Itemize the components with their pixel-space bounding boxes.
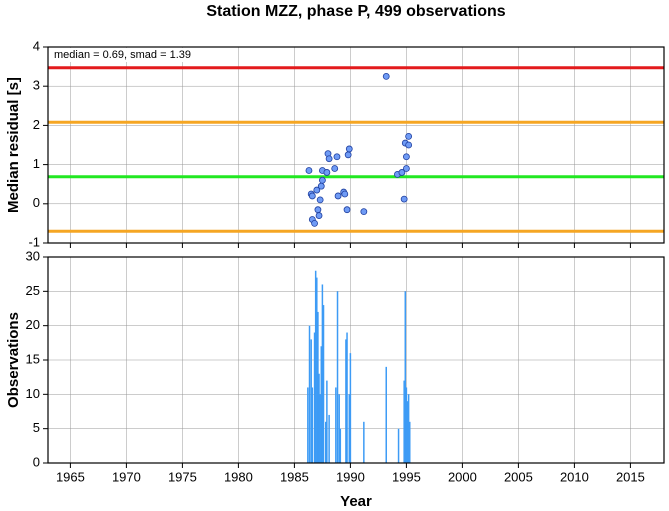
- x-tick-label: 1995: [392, 469, 421, 484]
- bar: [308, 325, 311, 463]
- bar: [409, 421, 411, 463]
- bar: [407, 394, 410, 463]
- bar: [316, 277, 318, 463]
- point: [405, 132, 413, 140]
- bar: [311, 387, 314, 463]
- point: [323, 169, 331, 176]
- bar: [406, 401, 409, 463]
- point: [334, 192, 342, 200]
- point: [402, 165, 410, 172]
- bar: [321, 284, 324, 463]
- bar: [338, 394, 340, 463]
- point: [400, 195, 408, 203]
- point: [333, 153, 341, 161]
- point: [405, 141, 413, 149]
- x-tick-label: 1975: [168, 469, 197, 484]
- y-tick-label: 25: [26, 283, 40, 298]
- point: [315, 212, 323, 219]
- x-tick-label: 1980: [224, 469, 253, 484]
- point: [402, 153, 410, 161]
- y-tick-label: 0: [33, 195, 40, 210]
- x-axis-label: Year: [340, 493, 372, 510]
- y-axis-label: Observations: [5, 312, 22, 408]
- point: [316, 196, 324, 204]
- annotation: median = 0.69, smad = 1.39: [54, 49, 191, 61]
- bar: [318, 373, 320, 463]
- point: [344, 151, 352, 159]
- x-tick-label: 1970: [112, 469, 141, 484]
- point: [317, 182, 325, 190]
- bar: [320, 346, 323, 463]
- plot-frame: [47, 46, 665, 244]
- x-tick-label: 2005: [504, 469, 533, 484]
- annotation-box: [50, 48, 210, 62]
- y-tick-label: 4: [33, 38, 40, 53]
- y-tick-label: 5: [33, 420, 40, 435]
- bar: [317, 311, 319, 463]
- bar: [314, 270, 317, 463]
- y-tick-label: 0: [33, 454, 40, 469]
- y-tick-label: 30: [26, 248, 40, 263]
- bar: [336, 291, 339, 463]
- point: [308, 192, 316, 200]
- plot-frame: [47, 256, 665, 464]
- bar: [307, 387, 309, 463]
- point: [343, 206, 351, 214]
- x-tick-label: 1965: [56, 469, 85, 484]
- bar: [319, 394, 321, 463]
- bar: [385, 366, 387, 463]
- bar: [403, 380, 405, 463]
- bar: [310, 339, 312, 463]
- point: [325, 155, 333, 163]
- x-tick-label: 1985: [280, 469, 309, 484]
- bar: [397, 428, 400, 463]
- point: [382, 73, 390, 80]
- point: [311, 219, 318, 227]
- point: [314, 206, 322, 214]
- bar: [339, 428, 342, 463]
- bar: [335, 387, 337, 463]
- y-tick-label: 3: [33, 78, 40, 93]
- point: [345, 145, 353, 153]
- bar: [328, 414, 330, 463]
- x-tick-label: 2010: [560, 469, 589, 484]
- point: [331, 165, 339, 172]
- x-tick-label: 2015: [616, 469, 645, 484]
- point: [305, 167, 313, 174]
- point: [360, 208, 368, 216]
- bar: [346, 332, 348, 463]
- bar: [313, 332, 316, 463]
- y-tick-label: 10: [26, 386, 40, 401]
- point: [341, 190, 349, 198]
- y-tick-label: 15: [26, 351, 40, 366]
- point: [313, 186, 321, 194]
- y-tick-label: 1: [33, 156, 40, 171]
- x-tick-label: 1990: [336, 469, 365, 484]
- bar: [348, 394, 351, 463]
- y-axis-label: Median residual [s]: [5, 77, 22, 213]
- x-tick-label: 2000: [448, 469, 477, 484]
- bar: [326, 380, 328, 463]
- bar: [404, 291, 407, 463]
- bar: [322, 305, 325, 463]
- y-tick-label: -1: [28, 234, 40, 249]
- bar: [363, 421, 365, 463]
- bar: [325, 421, 327, 463]
- chart-title: Station MZZ, phase P, 499 observations: [206, 3, 505, 20]
- y-tick-label: 2: [33, 117, 40, 132]
- point: [398, 169, 406, 176]
- point: [318, 176, 326, 184]
- bar: [345, 339, 347, 463]
- bar: [349, 353, 352, 463]
- y-tick-label: 20: [26, 317, 40, 332]
- bar: [405, 387, 408, 463]
